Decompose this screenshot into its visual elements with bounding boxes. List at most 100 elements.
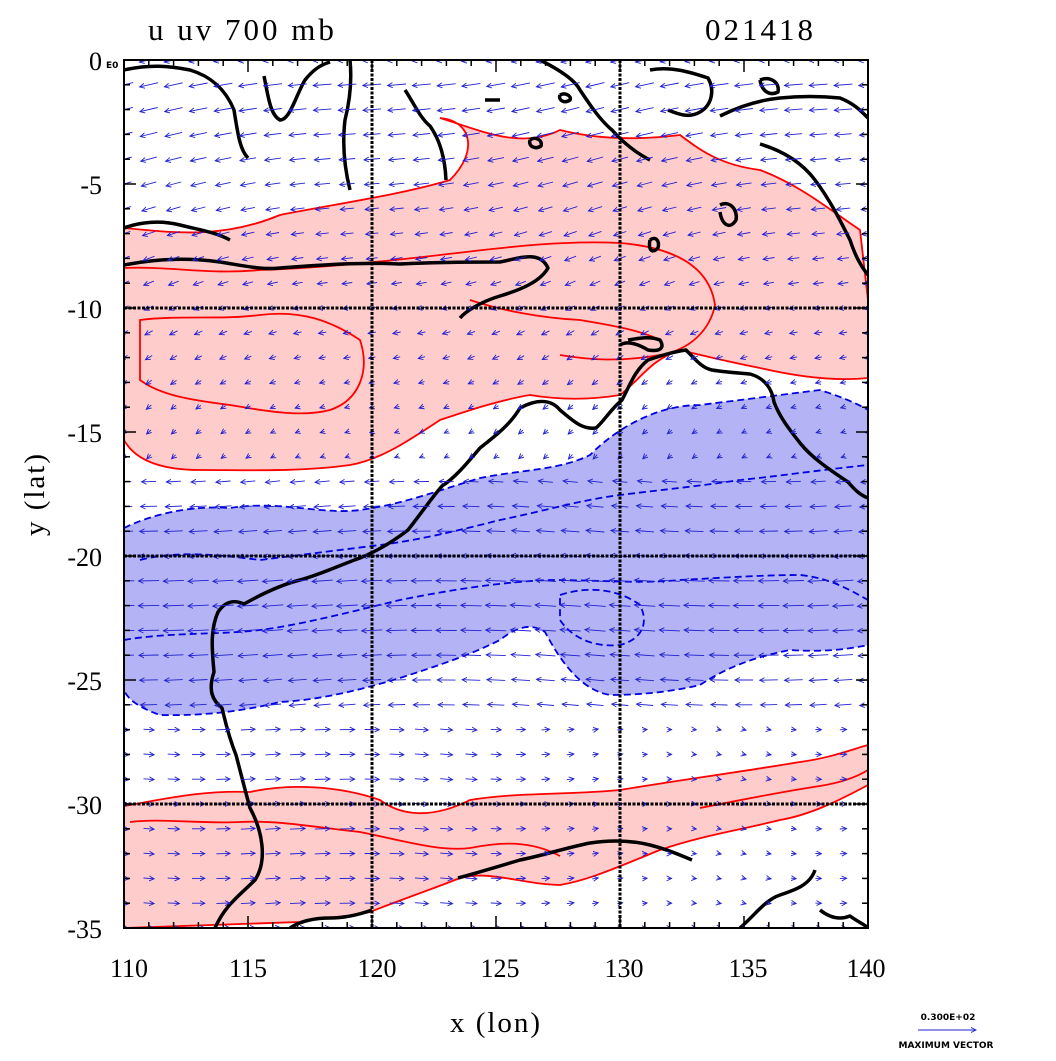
wind-vector	[438, 109, 456, 111]
wind-vector	[389, 506, 406, 507]
wind-vector	[717, 853, 721, 854]
wind-vector	[786, 481, 801, 482]
wind-vector	[593, 405, 598, 409]
wind-vector	[466, 878, 477, 879]
wind-vector	[389, 183, 404, 185]
wind-vector	[834, 109, 852, 110]
wind-vector	[760, 109, 778, 111]
wind-vector	[387, 630, 408, 631]
wind-vector	[660, 83, 678, 87]
wind-vector	[785, 506, 802, 507]
wind-vector	[189, 83, 207, 87]
wind-vector	[191, 182, 206, 186]
wind-vector	[412, 84, 430, 86]
wind-vector	[437, 84, 455, 86]
wind-vector	[742, 754, 746, 755]
wind-vector	[290, 158, 306, 160]
wind-vector	[390, 853, 404, 854]
wind-vector	[340, 481, 355, 482]
wind-vector	[216, 182, 231, 185]
wind-vector	[290, 779, 305, 780]
wind-vector	[168, 779, 180, 780]
wind-vector	[542, 729, 550, 730]
wind-vector	[290, 754, 305, 755]
wind-vector	[519, 430, 523, 434]
wind-vector	[512, 679, 530, 680]
wind-vector	[215, 133, 232, 136]
x-tick-label: 115	[229, 954, 267, 983]
wind-vector	[315, 729, 330, 730]
wind-vector	[390, 754, 404, 755]
wind-vector	[315, 903, 330, 904]
wind-vector	[542, 878, 550, 879]
wind-vector	[783, 605, 804, 606]
y-tick-label: -10	[67, 295, 102, 324]
wind-vector	[438, 158, 454, 160]
wind-vector	[542, 829, 550, 830]
x-axis-title: x (lon)	[450, 1007, 542, 1039]
wind-vector	[438, 133, 455, 135]
wind-vector	[835, 134, 852, 135]
wind-vector	[466, 779, 477, 780]
x-tick-label: 110	[110, 954, 148, 983]
wind-vector	[783, 581, 804, 582]
y-tick-label: -30	[67, 791, 102, 820]
reference-vector: 0.300E+02 MAXIMUM VECTOR	[898, 1013, 993, 1051]
wind-vector	[338, 84, 356, 85]
wind-vector	[144, 729, 155, 730]
x-tick-label: 125	[481, 954, 520, 983]
wind-vector	[742, 878, 746, 879]
wind-vector	[415, 754, 428, 755]
wind-vector	[742, 853, 746, 854]
y-tick-label: -20	[67, 543, 102, 572]
wind-vector	[487, 108, 505, 111]
wind-vector	[167, 207, 181, 211]
wind-vector	[141, 182, 156, 186]
wind-vector	[593, 430, 597, 434]
wind-vector	[165, 132, 182, 136]
wind-vector	[835, 159, 851, 160]
wind-vector	[464, 481, 479, 482]
wind-vector	[642, 380, 648, 384]
wind-vector	[414, 158, 430, 160]
wind-vector	[710, 108, 728, 111]
wind-vector	[165, 506, 182, 507]
wind-vector	[711, 133, 728, 136]
wind-vector	[444, 431, 448, 433]
wind-vector	[767, 878, 771, 879]
wind-vector	[784, 655, 804, 656]
wind-vector	[313, 84, 331, 85]
wind-vector	[791, 729, 796, 730]
wind-vector	[265, 779, 280, 780]
wind-vector	[166, 157, 182, 161]
wind-vector	[413, 134, 430, 136]
wind-vector	[265, 158, 281, 160]
wind-vector	[637, 704, 654, 705]
wind-vector	[415, 903, 428, 904]
wind-vector	[567, 729, 574, 730]
wind-vector	[315, 853, 330, 854]
wind-vector	[266, 481, 281, 483]
wind-vector	[415, 779, 428, 780]
wind-vector	[266, 208, 280, 210]
wind-vector	[717, 878, 721, 879]
y-tick-suffix: E0	[106, 61, 118, 71]
wind-vector	[536, 655, 556, 656]
wind-vector	[568, 455, 572, 459]
wind-vector	[314, 704, 331, 705]
wind-vector	[168, 754, 180, 755]
wind-vector	[742, 729, 746, 730]
y-tick-labels: 0 E0 -5 -10 -15 -20 -25 -30 -35	[67, 47, 118, 944]
x-tick-label: 120	[358, 954, 397, 983]
wind-vector	[240, 133, 257, 136]
wind-vector	[291, 208, 305, 210]
wind-vector	[542, 779, 550, 780]
wind-vector	[791, 382, 797, 383]
wind-vector	[791, 853, 796, 854]
wind-vector	[809, 655, 829, 656]
wind-vector	[164, 83, 182, 87]
y-tick-label: -15	[67, 419, 102, 448]
wind-vector	[144, 754, 155, 755]
wind-vector	[314, 506, 331, 507]
wind-vector	[791, 754, 796, 755]
